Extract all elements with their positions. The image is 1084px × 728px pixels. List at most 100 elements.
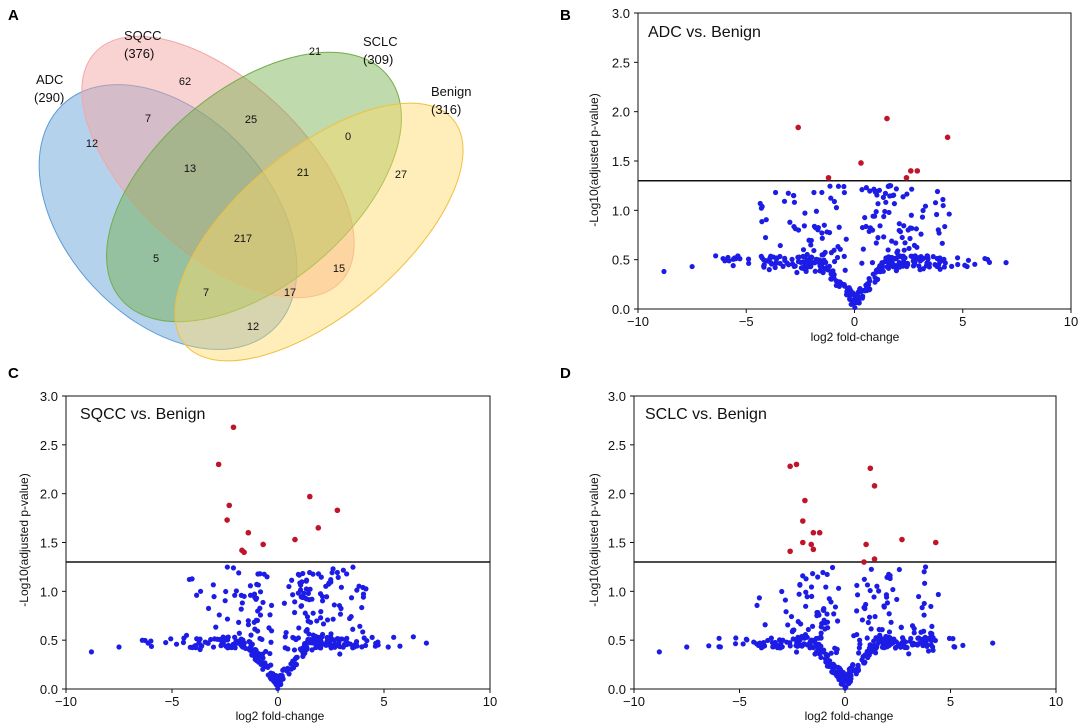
nonsignificant-point: [298, 603, 304, 609]
significant-point: [260, 541, 266, 548]
significant-point: [787, 548, 793, 555]
nonsignificant-point: [877, 632, 883, 638]
significant-point: [871, 483, 878, 489]
nonsignificant-point: [319, 593, 326, 600]
y-tick-label: 0.5: [612, 253, 630, 268]
y-tick-label: 2.0: [40, 487, 58, 502]
significant-point: [863, 541, 869, 548]
nonsignificant-point: [877, 223, 883, 229]
nonsignificant-point: [218, 643, 224, 649]
nonsignificant-point: [982, 255, 988, 262]
nonsignificant-point: [247, 583, 254, 589]
nonsignificant-point: [740, 641, 746, 647]
nonsignificant-point: [831, 247, 837, 253]
nonsignificant-point: [835, 244, 841, 250]
nonsignificant-point: [871, 594, 877, 600]
nonsignificant-point: [882, 208, 888, 215]
nonsignificant-point: [827, 183, 833, 189]
venn-region-adc-sclc-benign: 7: [203, 287, 209, 299]
nonsignificant-point: [777, 260, 783, 267]
significant-point: [858, 160, 864, 166]
nonsignificant-point: [886, 611, 892, 617]
nonsignificant-point: [896, 227, 902, 234]
nonsignificant-point: [846, 285, 852, 291]
nonsignificant-point: [811, 189, 817, 196]
nonsignificant-point: [295, 590, 301, 596]
nonsignificant-point: [868, 643, 874, 650]
nonsignificant-point: [885, 260, 892, 266]
nonsignificant-point: [937, 266, 943, 272]
nonsignificant-point: [928, 630, 934, 636]
nonsignificant-point: [261, 571, 267, 577]
nonsignificant-point: [268, 639, 274, 645]
nonsignificant-point: [855, 662, 861, 668]
significant-point: [315, 525, 322, 531]
nonsignificant-point: [790, 192, 797, 199]
nonsignificant-point: [812, 268, 818, 274]
nonsignificant-point: [891, 256, 898, 262]
nonsignificant-point: [864, 582, 871, 588]
nonsignificant-point: [202, 639, 208, 645]
nonsignificant-point: [228, 644, 234, 650]
nonsignificant-point: [785, 190, 791, 196]
nonsignificant-point: [786, 262, 792, 268]
nonsignificant-point: [905, 227, 911, 233]
nonsignificant-point: [323, 583, 329, 589]
nonsignificant-point: [820, 269, 826, 276]
nonsignificant-point: [863, 185, 869, 191]
significant-point: [899, 536, 905, 543]
nonsignificant-point: [373, 640, 379, 646]
nonsignificant-point: [282, 645, 288, 651]
nonsignificant-point: [924, 261, 930, 267]
x-tick-label: 0: [851, 314, 858, 329]
venn-label-benign: Benign: [431, 84, 471, 99]
nonsignificant-point: [883, 199, 889, 205]
nonsignificant-point: [835, 183, 842, 189]
nonsignificant-point: [295, 635, 302, 641]
nonsignificant-point: [869, 260, 876, 266]
nonsignificant-point: [862, 605, 868, 612]
significant-point: [871, 556, 878, 562]
venn-count-adc: (290): [34, 90, 64, 105]
nonsignificant-point: [369, 634, 375, 640]
nonsignificant-point: [880, 264, 886, 270]
nonsignificant-point: [896, 259, 902, 266]
nonsignificant-point: [885, 247, 891, 253]
nonsignificant-point: [919, 605, 925, 611]
nonsignificant-point: [784, 639, 790, 645]
nonsignificant-point: [942, 260, 948, 266]
nonsignificant-point: [804, 594, 810, 600]
nonsignificant-point: [758, 645, 765, 651]
nonsignificant-point: [916, 593, 922, 600]
nonsignificant-point: [832, 645, 838, 651]
nonsignificant-point: [323, 641, 329, 647]
nonsignificant-point: [353, 641, 359, 647]
nonsignificant-point: [859, 224, 866, 231]
nonsignificant-point: [291, 647, 298, 653]
nonsignificant-point: [818, 643, 824, 649]
nonsignificant-point: [908, 212, 914, 218]
nonsignificant-point: [886, 629, 893, 635]
nonsignificant-point: [868, 649, 874, 655]
nonsignificant-point: [296, 572, 302, 578]
nonsignificant-point: [964, 263, 970, 270]
nonsignificant-point: [656, 649, 662, 655]
nonsignificant-point: [320, 621, 327, 627]
nonsignificant-point: [872, 613, 878, 620]
nonsignificant-point: [302, 641, 308, 647]
nonsignificant-point: [330, 566, 336, 572]
nonsignificant-point: [908, 253, 914, 259]
nonsignificant-point: [866, 614, 873, 620]
nonsignificant-point: [309, 647, 315, 653]
nonsignificant-point: [290, 658, 296, 664]
nonsignificant-point: [743, 636, 749, 642]
nonsignificant-point: [307, 586, 313, 592]
nonsignificant-point: [813, 208, 820, 214]
nonsignificant-point: [927, 634, 933, 641]
nonsignificant-point: [759, 219, 765, 225]
nonsignificant-point: [857, 641, 863, 647]
nonsignificant-point: [317, 643, 323, 649]
nonsignificant-point: [864, 635, 870, 641]
nonsignificant-point: [875, 235, 881, 241]
